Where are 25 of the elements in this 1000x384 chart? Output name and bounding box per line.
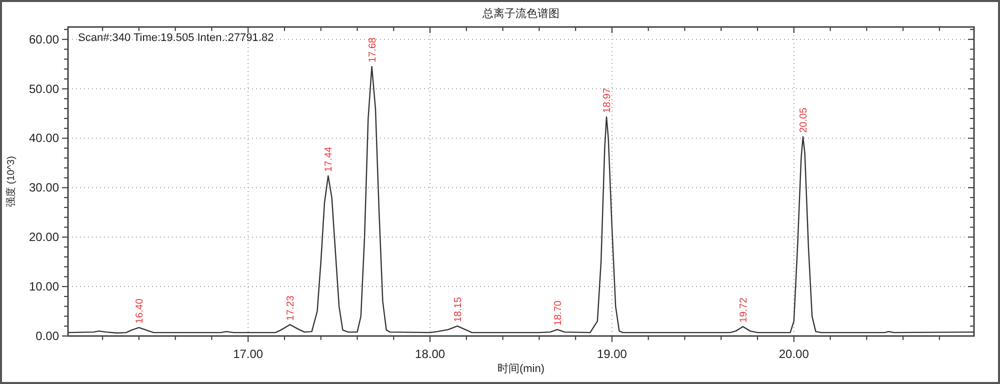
annotation: 18.97 — [602, 88, 614, 113]
y-tick-label: 50.00 — [28, 82, 60, 96]
x-tick-label: 20.00 — [778, 347, 810, 361]
annotation: 16.40 — [134, 298, 146, 324]
annotation: 18.70 — [552, 300, 564, 326]
annotation: 17.23 — [285, 295, 296, 321]
annotation: 17.68 — [367, 37, 378, 63]
y-tick-label: 60.00 — [28, 32, 60, 46]
annotation: 19.72 — [738, 297, 750, 323]
x-tick-label: 18.00 — [415, 347, 446, 361]
y-tick-label: 0.00 — [36, 329, 60, 343]
x-axis-title: 时间(min) — [497, 362, 545, 375]
y-tick-label: 40.00 — [28, 131, 60, 146]
chart-title: 总离子流色谱图 — [482, 7, 560, 20]
x-tick-label: 17.00 — [233, 347, 264, 361]
y-tick-label: 20.00 — [28, 230, 60, 244]
y-tick-label: 10.00 — [28, 280, 60, 294]
line-series — [67, 66, 975, 334]
annotation: Scan#:340 Time:19.505 Inten.:27791.82 — [78, 32, 274, 44]
annotation: 20.05 — [798, 107, 810, 133]
annotation: 17.44 — [324, 146, 335, 172]
annotation: 18.15 — [452, 296, 464, 322]
y-tick-label: 30.00 — [28, 180, 60, 195]
y-axis-title: 强度 (10^3) — [5, 156, 17, 207]
x-tick-label: 19.00 — [596, 347, 628, 361]
